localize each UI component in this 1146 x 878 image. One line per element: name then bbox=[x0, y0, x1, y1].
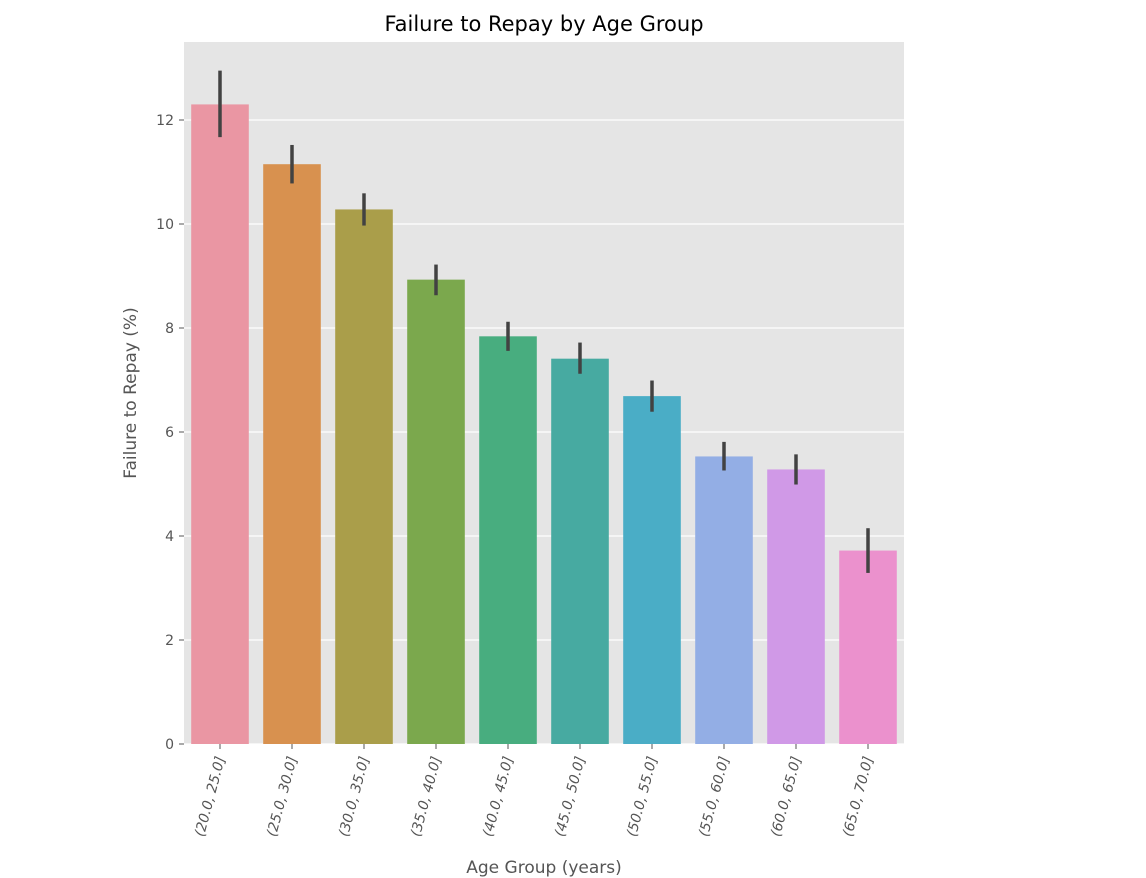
x-tick-label: (65.0, 70.0] bbox=[840, 755, 877, 839]
y-tick-label: 12 bbox=[156, 113, 174, 129]
bar bbox=[767, 469, 825, 744]
chart-title: Failure to Repay by Age Group bbox=[384, 12, 703, 36]
y-tick-label: 4 bbox=[165, 529, 174, 545]
bar bbox=[263, 164, 321, 744]
x-tick-label: (25.0, 30.0] bbox=[264, 755, 301, 839]
x-tick-label: (20.0, 25.0] bbox=[192, 755, 229, 839]
x-axis-label: Age Group (years) bbox=[466, 858, 622, 878]
bar bbox=[407, 279, 465, 744]
x-axis: (20.0, 25.0] (25.0, 30.0] (30.0, 35.0] (35.… bbox=[192, 744, 877, 838]
bar bbox=[191, 104, 249, 744]
error-bars bbox=[218, 70, 870, 573]
x-tick-label: (60.0, 65.0] bbox=[768, 755, 805, 839]
y-tick-label: 8 bbox=[165, 321, 174, 337]
bar bbox=[695, 456, 753, 744]
y-tick-label: 0 bbox=[165, 737, 174, 753]
y-tick-label: 10 bbox=[156, 217, 174, 233]
bar bbox=[623, 396, 681, 744]
bar bbox=[479, 336, 537, 744]
y-tick-label: 6 bbox=[165, 425, 174, 441]
y-axis: 0 2 4 6 8 10 12 bbox=[156, 113, 184, 753]
y-tick-label: 2 bbox=[165, 633, 174, 649]
x-tick-label: (45.0, 50.0] bbox=[552, 755, 589, 839]
bar bbox=[335, 209, 393, 744]
x-tick-label: (50.0, 55.0] bbox=[624, 755, 661, 839]
x-tick-label: (35.0, 40.0] bbox=[408, 755, 445, 839]
y-axis-label: Failure to Repay (%) bbox=[121, 307, 141, 478]
x-tick-label: (55.0, 60.0] bbox=[696, 755, 733, 839]
bar bbox=[551, 358, 609, 744]
x-tick-label: (30.0, 35.0] bbox=[336, 755, 373, 839]
x-tick-label: (40.0, 45.0] bbox=[480, 755, 517, 839]
bar bbox=[839, 550, 897, 744]
bars bbox=[191, 104, 897, 744]
